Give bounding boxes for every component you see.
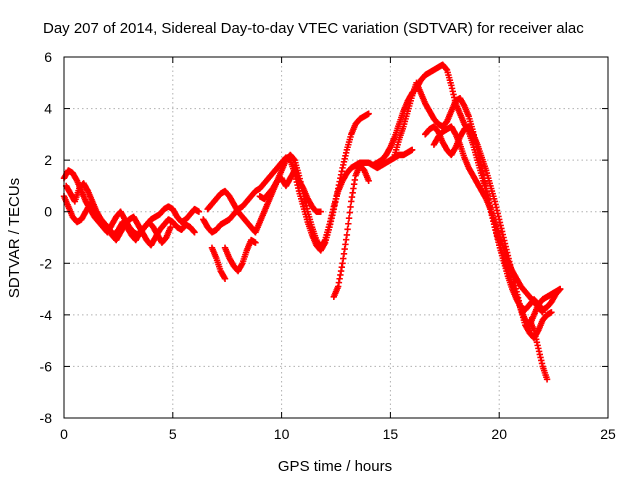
data-point	[408, 146, 416, 154]
y-axis-label: SDTVAR / TECUs	[6, 178, 23, 298]
series-trace-5	[204, 146, 416, 252]
data-point	[539, 309, 546, 316]
data-point	[195, 208, 203, 215]
series-trace-8	[256, 167, 324, 215]
x-tick-label: 15	[383, 426, 399, 442]
y-tick-label: -2	[40, 255, 53, 271]
data-point	[556, 285, 564, 293]
data-point	[343, 231, 351, 239]
chart-title: Day 207 of 2014, Sidereal Day-to-day VTE…	[43, 20, 584, 37]
x-tick-label: 20	[491, 426, 507, 442]
data-point	[346, 209, 353, 216]
data-point	[543, 376, 551, 383]
x-tick-label: 10	[274, 426, 290, 442]
data-point	[221, 275, 229, 282]
data-point	[317, 208, 324, 215]
axis-ticks: 0 5 10 15 20 25 -8 -6 -4 -2 0 2 4 6	[40, 49, 616, 442]
plot-frame	[63, 56, 609, 419]
data-point	[344, 226, 351, 233]
data-point	[345, 220, 352, 227]
data-point	[191, 229, 198, 236]
data-point	[345, 214, 353, 222]
data-point	[252, 239, 259, 246]
data-point	[167, 223, 174, 231]
y-tick-label: 0	[44, 204, 52, 220]
data-point	[347, 203, 354, 211]
series-trace-13	[430, 123, 546, 316]
series-trace-3	[62, 180, 174, 246]
series-trace-9	[330, 162, 372, 301]
series-trace-7	[221, 236, 259, 275]
data-points	[60, 61, 564, 383]
x-tick-label: 25	[600, 426, 616, 442]
y-tick-label: -4	[40, 307, 53, 323]
data-point	[365, 177, 372, 184]
series-trace-14	[526, 316, 551, 383]
y-tick-label: 4	[44, 101, 52, 117]
y-tick-label: 6	[44, 49, 52, 65]
x-tick-label: 0	[60, 426, 68, 442]
y-tick-label: -6	[40, 358, 53, 374]
x-axis-label: GPS time / hours	[278, 458, 392, 475]
y-tick-label: -8	[40, 410, 53, 426]
x-tick-label: 5	[169, 426, 177, 442]
y-tick-label: 2	[44, 152, 52, 168]
series-trace-6	[208, 244, 229, 282]
data-point	[365, 110, 372, 117]
data-point	[548, 309, 555, 316]
